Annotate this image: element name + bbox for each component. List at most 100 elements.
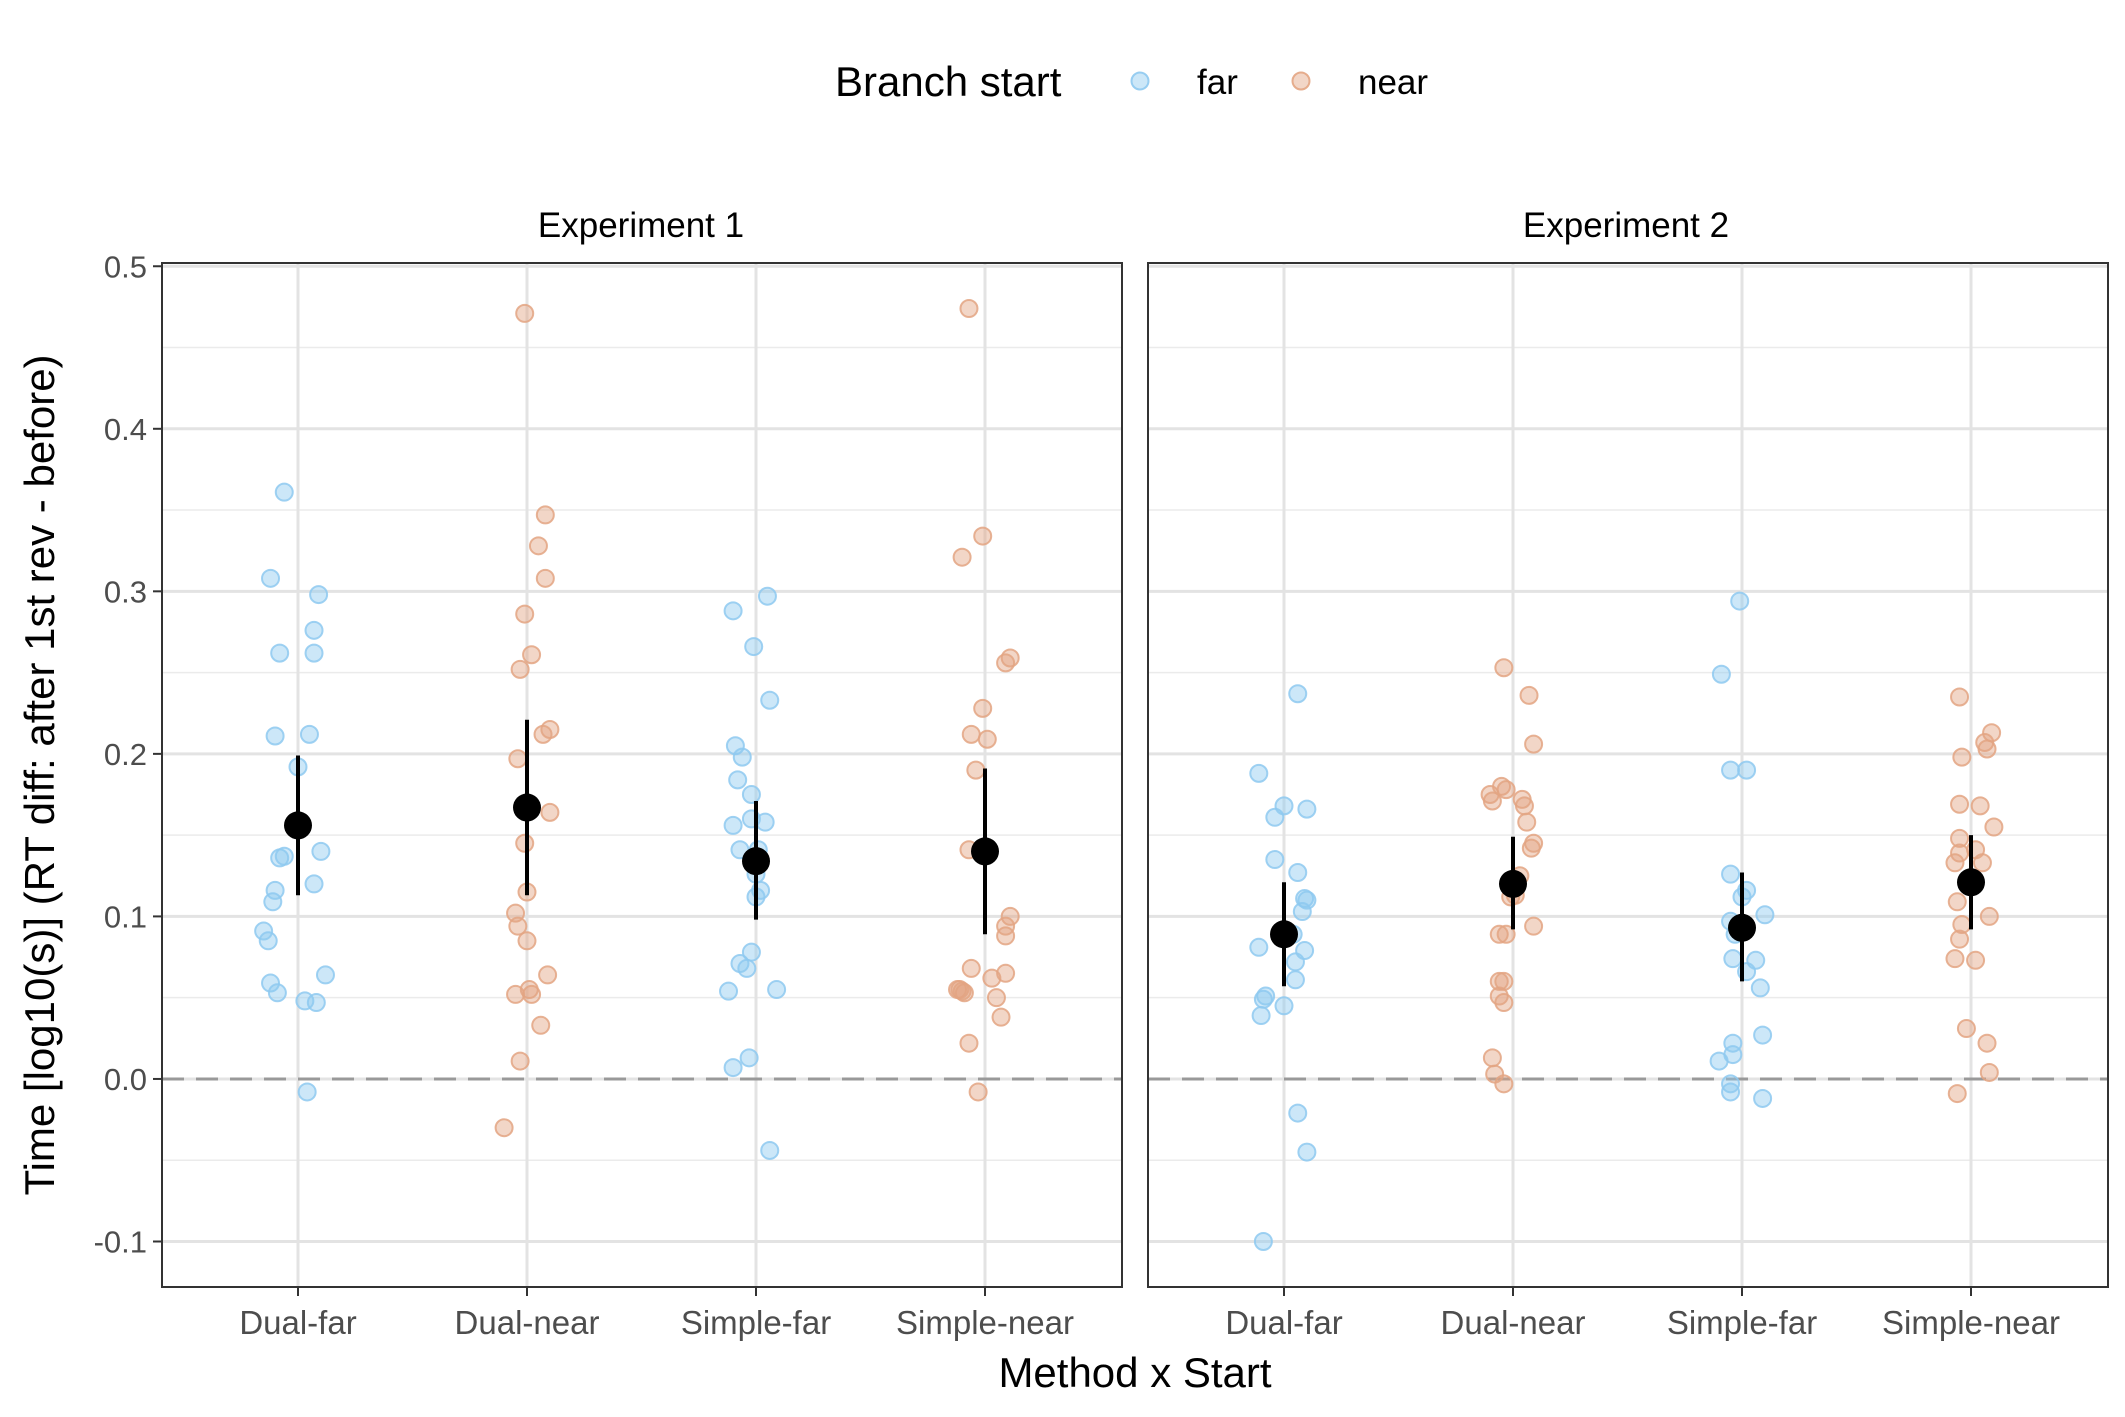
data-point-far <box>719 981 739 1001</box>
data-point-near <box>1000 906 1020 926</box>
data-point-far <box>1288 1103 1308 1123</box>
legend-label-far: far <box>1197 63 1238 102</box>
data-point-far <box>1285 970 1305 990</box>
data-point-far <box>274 846 294 866</box>
y-tick-label: 0.1 <box>104 899 147 934</box>
data-point-near <box>959 299 979 319</box>
data-point-near <box>531 1015 551 1035</box>
mean-point <box>1728 913 1756 942</box>
data-point-far <box>723 601 743 621</box>
data-point-far <box>767 980 787 1000</box>
data-point-far <box>299 724 319 744</box>
data-point-near <box>1496 924 1516 944</box>
legend-title: Branch start <box>835 58 1062 105</box>
data-point-near <box>986 988 1006 1008</box>
data-point-far <box>1721 864 1741 884</box>
data-point-near <box>996 963 1016 983</box>
data-point-near <box>1514 796 1534 816</box>
legend-key-near <box>1291 71 1311 91</box>
data-point-far <box>267 983 287 1003</box>
y-axis: -0.1 0.0 0.1 0.2 0.3 0.4 0.5 <box>94 249 162 1259</box>
mean-point <box>1499 869 1527 898</box>
x-tick-label: Simple-far <box>681 1304 831 1341</box>
data-point-far <box>306 993 326 1013</box>
x-axis: Dual-far Dual-near Simple-far Simple-near Du… <box>239 1287 2060 1341</box>
data-point-near <box>1482 1048 1502 1068</box>
data-point-far <box>1249 937 1269 957</box>
panel-border <box>1147 262 2109 1288</box>
data-point-far <box>732 747 752 767</box>
y-tick-label: 0.4 <box>104 412 147 447</box>
y-tick-label: 0.3 <box>104 574 147 609</box>
data-point-near <box>1945 853 1965 873</box>
data-point-far <box>1251 1006 1271 1026</box>
data-point-far <box>265 880 285 900</box>
mean-point <box>1270 920 1298 949</box>
data-point-near <box>968 1082 988 1102</box>
x-tick-label: Dual-far <box>239 1304 356 1341</box>
data-point-near <box>961 724 981 744</box>
x-tick-label: Simple-far <box>1667 1304 1817 1341</box>
x-axis-label: Method x Start <box>998 1349 1271 1396</box>
data-point-far <box>270 643 290 663</box>
y-tick-label: 0.0 <box>104 1062 147 1097</box>
data-point-far <box>1253 989 1273 1009</box>
data-point-far <box>254 921 274 941</box>
data-point-near <box>1947 892 1967 912</box>
data-point-far <box>739 1048 759 1068</box>
data-point-far <box>1285 952 1305 972</box>
data-point-far <box>1711 664 1731 684</box>
data-point-far <box>304 643 324 663</box>
data-point-near <box>1950 843 1970 863</box>
data-point-near <box>1524 916 1544 936</box>
data-point-near <box>515 303 535 323</box>
data-point-near <box>517 931 537 951</box>
data-point-far <box>1249 763 1269 783</box>
data-point-far <box>1721 760 1741 780</box>
data-point-near <box>1947 1084 1967 1104</box>
data-point-near <box>991 1007 1011 1027</box>
data-point-far <box>1288 863 1308 883</box>
data-point-near <box>959 1033 979 1053</box>
data-point-near <box>1950 929 1970 949</box>
panel-border <box>161 262 1123 1288</box>
data-point-near <box>515 833 535 853</box>
data-point-near <box>1482 791 1502 811</box>
mean-point <box>513 793 541 822</box>
data-point-near <box>535 505 555 525</box>
data-point-far <box>1288 684 1308 704</box>
data-point-far <box>744 637 764 657</box>
data-point-near <box>528 536 548 556</box>
mean-point <box>1957 868 1985 897</box>
data-point-near <box>996 926 1016 946</box>
data-point-near <box>1970 796 1990 816</box>
y-tick-label: -0.1 <box>94 1224 147 1259</box>
data-point-near <box>996 653 1016 673</box>
data-point-far <box>760 690 780 710</box>
data-point-near <box>1519 685 1539 705</box>
x-tick-label: Dual-far <box>1225 1304 1342 1341</box>
data-point-near <box>966 760 986 780</box>
data-point-near <box>1977 739 1997 759</box>
data-point-near <box>494 1118 514 1138</box>
data-point-far <box>1753 1025 1773 1045</box>
data-point-near <box>538 965 558 985</box>
panel-experiment-2 <box>1147 262 2109 1288</box>
x-tick-label: Simple-near <box>1882 1304 2060 1341</box>
data-point-far <box>723 1058 743 1078</box>
data-point-near <box>1979 906 1999 926</box>
data-point-far <box>1265 807 1285 827</box>
data-point-far <box>1297 1142 1317 1162</box>
data-point-far <box>723 815 743 835</box>
x-tick-label: Simple-near <box>896 1304 1074 1341</box>
data-point-far <box>737 958 757 978</box>
data-point-far <box>304 874 324 894</box>
data-point-near <box>1966 950 1986 970</box>
data-point-near <box>508 749 528 769</box>
x-tick-label: Dual-near <box>455 1304 600 1341</box>
data-point-near <box>1494 658 1514 678</box>
data-point-near <box>961 958 981 978</box>
legend: Branch start far near <box>835 58 1428 105</box>
